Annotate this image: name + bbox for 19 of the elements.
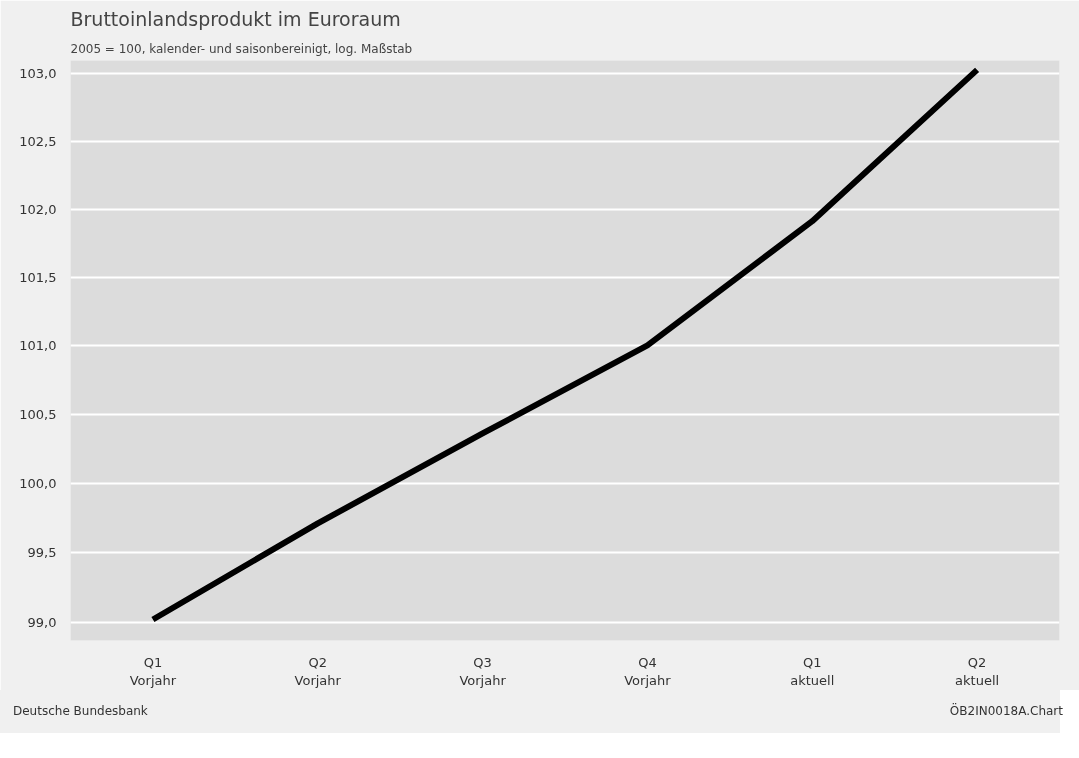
- y-tick-label: 101,5: [19, 269, 57, 285]
- x-tick-label: Q1 aktuell: [790, 654, 835, 688]
- y-tick-label: 100,5: [19, 406, 57, 422]
- y-tick-label: 99,0: [27, 614, 57, 630]
- y-tick-label: 100,0: [19, 475, 57, 491]
- x-tick-label: Q4 Vorjahr: [624, 654, 672, 688]
- y-tick-label: 101,0: [19, 337, 57, 353]
- chart-title: Bruttoinlandsprodukt im Euroraum: [70, 7, 401, 30]
- x-tick-label: Q1 Vorjahr: [129, 654, 177, 688]
- y-tick-label: 102,5: [19, 133, 57, 149]
- x-tick-label: Q2 aktuell: [955, 654, 1000, 688]
- x-tick-label: Q2 Vorjahr: [294, 654, 342, 688]
- text: ÖB2IN0018A.Chart: [949, 703, 1063, 720]
- text: Deutsche Bundesbank: [13, 703, 148, 720]
- y-tick-label: 99,5: [27, 545, 57, 561]
- x-tick-label: Q3 Vorjahr: [459, 654, 507, 688]
- y-tick-label: 102,0: [19, 201, 57, 217]
- chart-subtitle: 2005 = 100, kalender- und saisonbereinigt, log. Maßstab: [70, 41, 413, 56]
- y-tick-label: 103,0: [19, 66, 57, 82]
